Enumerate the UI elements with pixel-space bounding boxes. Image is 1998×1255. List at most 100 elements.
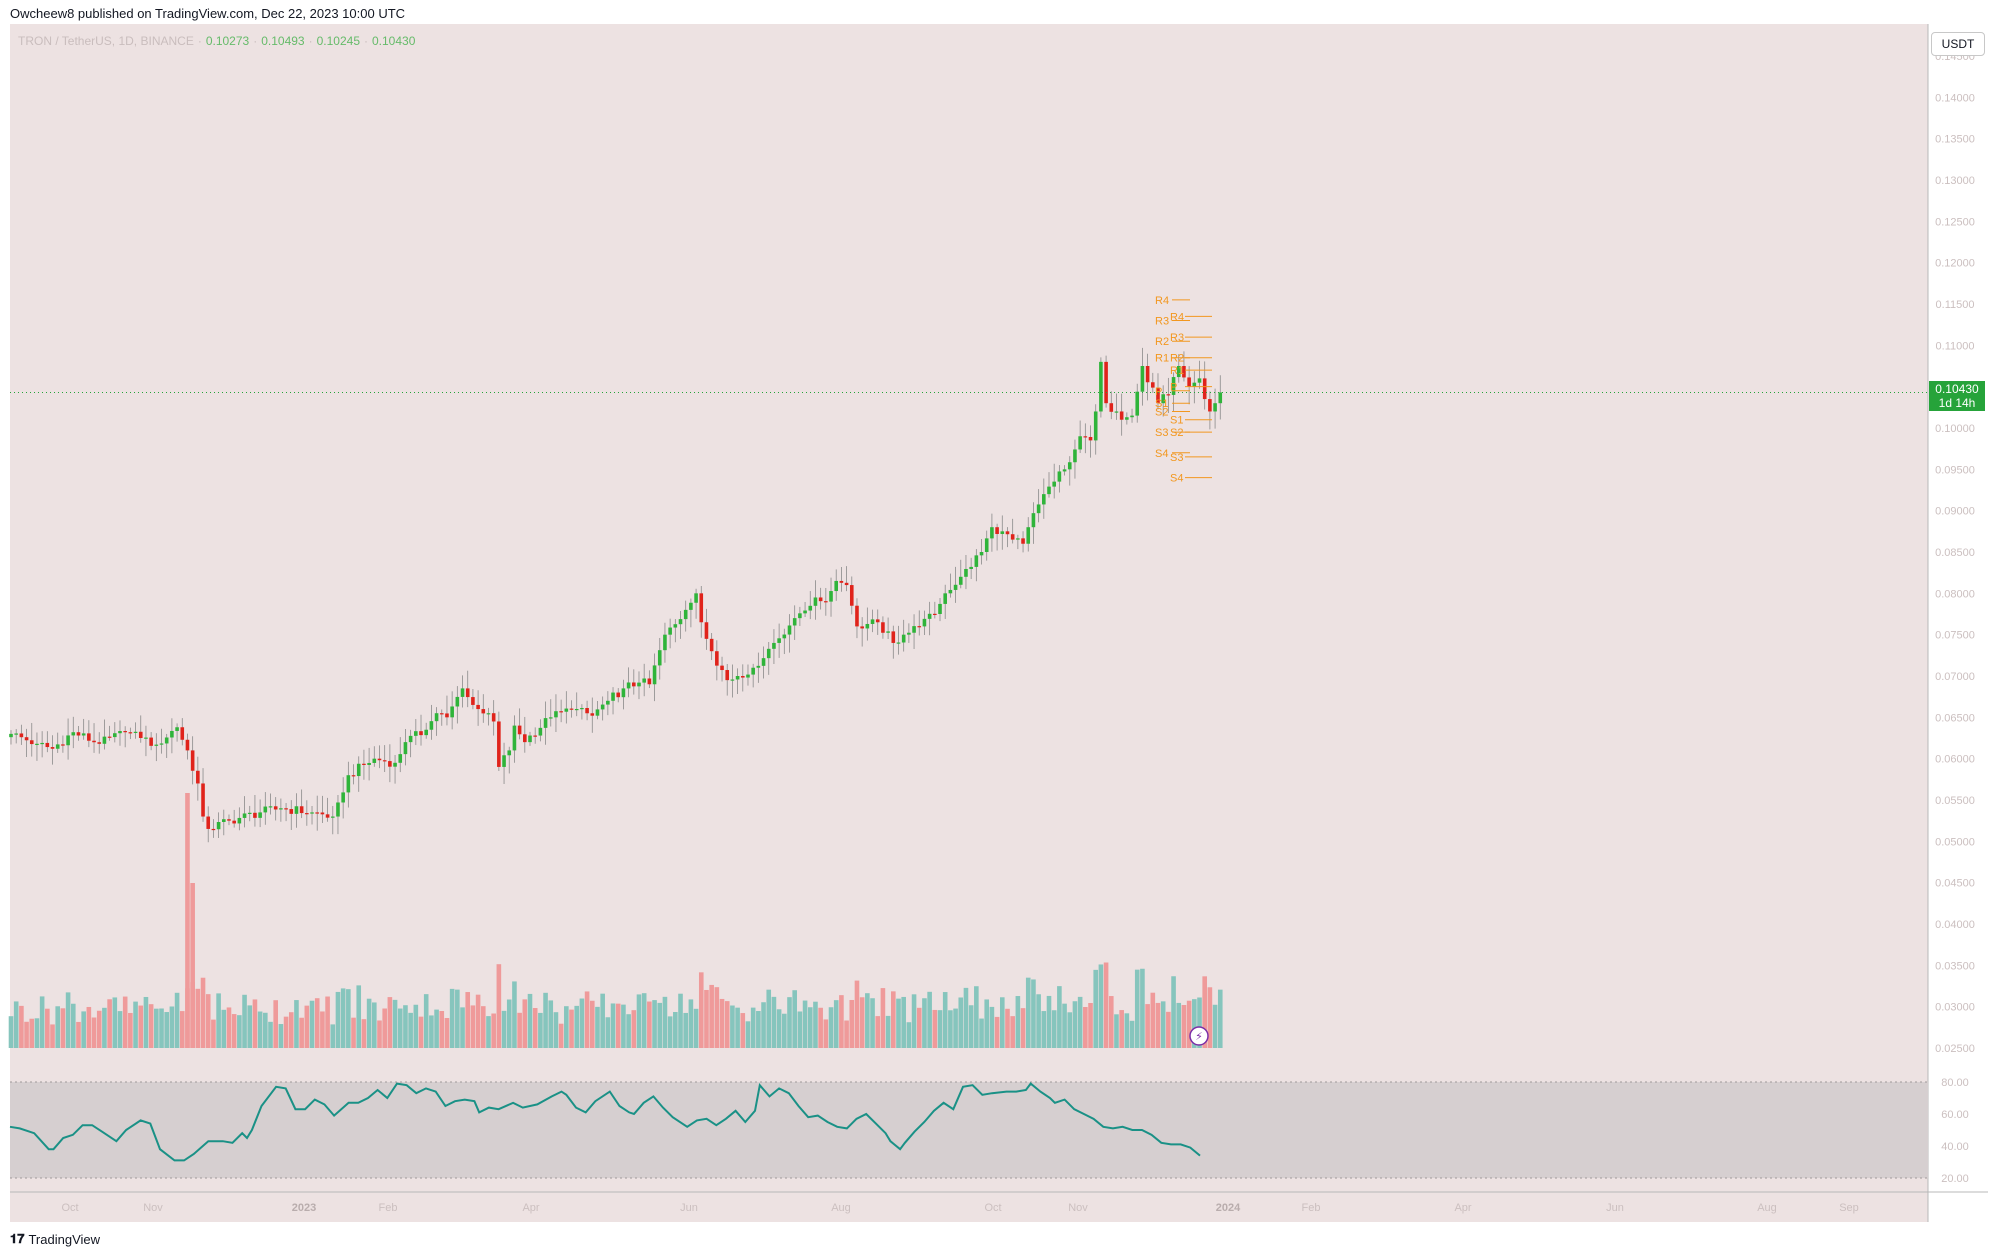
candle-body: [782, 634, 787, 639]
pivot-label: S2: [1170, 427, 1183, 439]
volume-bar: [1186, 1000, 1192, 1048]
candle-body: [958, 576, 963, 585]
bar-countdown: 1d 14h: [1938, 396, 1976, 410]
candle-body: [118, 731, 122, 734]
candle-body: [403, 742, 408, 755]
volume-bar: [610, 1003, 616, 1048]
volume-bar: [1150, 992, 1156, 1048]
volume-bar: [501, 1010, 507, 1048]
candle-body: [1088, 436, 1093, 441]
candle-body: [1010, 534, 1015, 540]
candle-body: [164, 737, 169, 744]
candle-body: [97, 742, 102, 744]
candle-body: [1057, 471, 1062, 482]
pivot-label: S2: [1155, 406, 1168, 418]
volume-bar: [491, 1013, 496, 1048]
volume-bar: [553, 1012, 559, 1048]
volume-bar: [517, 1012, 522, 1048]
candle-body: [258, 812, 262, 818]
candle-body: [896, 642, 901, 644]
volume-bar: [1207, 987, 1213, 1048]
legend-high: 0.10493: [261, 34, 305, 48]
candle-body: [372, 758, 377, 763]
volume-bar: [901, 996, 906, 1048]
volume-bar: [885, 1015, 891, 1048]
volume-bar: [880, 988, 886, 1048]
volume-bar: [91, 1017, 97, 1048]
volume-bar: [1062, 1003, 1067, 1048]
candle-body: [844, 582, 849, 586]
candle-body: [590, 713, 595, 716]
currency-button[interactable]: USDT: [1931, 32, 1985, 56]
candle-body: [1104, 361, 1108, 404]
volume-bar: [1088, 1002, 1093, 1048]
candle-body: [382, 760, 387, 762]
price-axis-tick: 0.08500: [1935, 547, 1975, 559]
footer-brand[interactable]: 𝟏𝟕 TradingView: [10, 1231, 100, 1247]
volume-bar: [50, 1024, 55, 1048]
candle-body: [1109, 403, 1114, 412]
candle-body: [642, 678, 646, 683]
price-axis-tick: 0.09500: [1935, 464, 1975, 476]
candle-body: [507, 750, 512, 756]
candle-body: [1005, 531, 1010, 535]
candle-body: [1213, 403, 1217, 412]
volume-bar: [449, 988, 455, 1048]
volume-bar: [1160, 1001, 1166, 1048]
volume-bar: [475, 994, 481, 1048]
volume-bar: [55, 1006, 61, 1048]
volume-bar: [221, 1009, 227, 1048]
volume-bar: [247, 1005, 253, 1048]
volume-bar: [761, 1002, 766, 1048]
candle-body: [611, 692, 615, 701]
candle-body: [40, 742, 44, 745]
volume-bar: [200, 977, 206, 1048]
candle-body: [24, 737, 29, 741]
candle-body: [1130, 415, 1134, 418]
price-axis-tick: 0.08000: [1935, 588, 1975, 600]
volume-bar: [34, 1018, 40, 1048]
volume-bar: [283, 1016, 289, 1048]
candle-body: [569, 708, 574, 710]
volume-bar: [891, 991, 896, 1048]
volume-bar: [1119, 1010, 1124, 1048]
volume-bar: [600, 993, 605, 1048]
volume-bar: [766, 989, 772, 1048]
candle-body: [1125, 417, 1129, 420]
time-axis-tick: Aug: [831, 1202, 851, 1214]
candle-body: [938, 603, 942, 614]
candle-body: [1042, 494, 1046, 505]
volume-bar: [434, 1009, 439, 1048]
candle-body: [652, 665, 657, 685]
candle-body: [310, 812, 314, 814]
volume-bar: [340, 988, 346, 1048]
volume-bar: [615, 1003, 621, 1048]
symbol-title[interactable]: TRON / TetherUS, 1D, BINANCE: [18, 34, 194, 48]
candle-body: [979, 552, 984, 556]
volume-bar: [382, 1008, 387, 1048]
rsi-line: [9, 1082, 1201, 1162]
volume-bar: [128, 1012, 133, 1048]
symbol-legend: TRON / TetherUS, 1D, BINANCE · 0.10273 · 0.1…: [18, 34, 416, 48]
volume-bar: [937, 1010, 943, 1048]
rsi-axis-tick: 40.00: [1941, 1141, 1969, 1153]
volume-bar: [1077, 996, 1083, 1048]
candle-body: [279, 808, 283, 810]
volume-bar: [1217, 989, 1223, 1048]
volume-bar: [771, 996, 777, 1048]
candle-body: [211, 828, 216, 831]
volume-bar: [263, 1012, 268, 1048]
candle-body: [268, 806, 273, 808]
pivot-label: R1: [1170, 365, 1184, 377]
candle-body: [616, 692, 621, 698]
candle-body: [1187, 377, 1191, 387]
volume-bar: [828, 1007, 834, 1048]
publish-header: Owcheew8 published on TradingView.com, D…: [10, 6, 406, 21]
volume-bar: [1181, 1005, 1187, 1048]
volume-bar: [667, 1016, 673, 1048]
volume-bar: [626, 1014, 631, 1048]
candle-body: [720, 665, 724, 671]
candle-body: [92, 740, 96, 743]
volume-group: [8, 793, 1223, 1048]
